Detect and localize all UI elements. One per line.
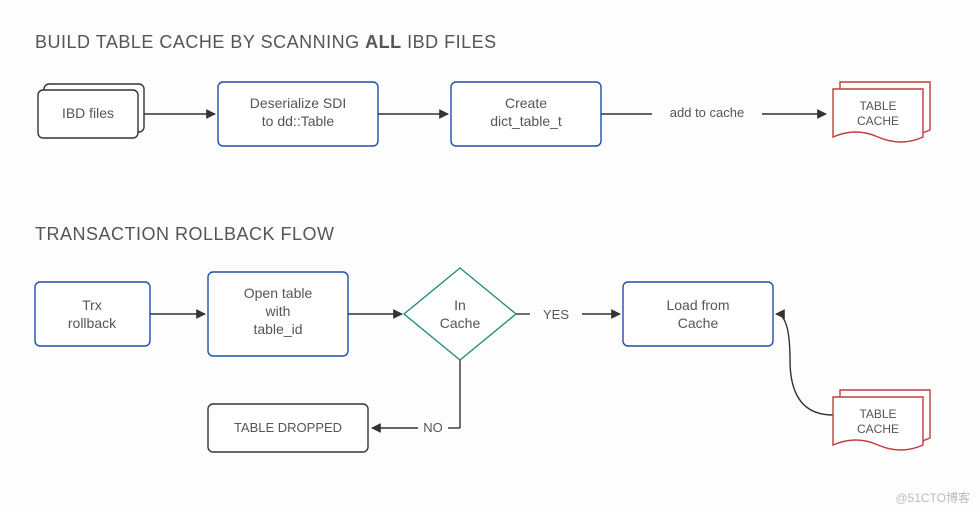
- table-cache-node-top: TABLE CACHE: [833, 82, 930, 142]
- table-dropped-node: TABLE DROPPED: [208, 404, 368, 452]
- trx-rollback-node: Trx rollback: [35, 282, 150, 346]
- create-dict-l1: Create: [505, 95, 547, 111]
- deserialize-node: Deserialize SDI to dd::Table: [218, 82, 378, 146]
- arrow-curve: [776, 314, 833, 415]
- no-label: NO: [423, 420, 443, 435]
- deserialize-l1: Deserialize SDI: [250, 95, 346, 111]
- ic-l2: Cache: [440, 315, 481, 331]
- deserialize-l2: to dd::Table: [262, 113, 335, 129]
- ibd-files-node: IBD files: [38, 84, 144, 138]
- no-path: NO: [372, 360, 460, 435]
- yes-label: YES: [543, 307, 569, 322]
- table-cache-node-bottom: TABLE CACHE: [833, 390, 930, 450]
- tc2-l1: TABLE: [859, 407, 896, 421]
- lfc-l1: Load from: [666, 297, 729, 313]
- trx-l1: Trx: [82, 297, 102, 313]
- table-dropped-label: TABLE DROPPED: [234, 420, 342, 435]
- table-cache-l1: TABLE: [859, 99, 896, 113]
- tc2-l2: CACHE: [857, 422, 899, 436]
- heading-1: BUILD TABLE CACHE BY SCANNING ALL IBD FI…: [35, 32, 497, 52]
- watermark: @51CTO博客: [895, 489, 970, 506]
- trx-l2: rollback: [68, 315, 117, 331]
- ibd-files-label: IBD files: [62, 105, 114, 121]
- flow-diagram: BUILD TABLE CACHE BY SCANNING ALL IBD FI…: [0, 0, 980, 510]
- in-cache-node: In Cache: [404, 268, 516, 360]
- ot-l2: with: [265, 303, 291, 319]
- yes-path: YES: [516, 307, 620, 322]
- table-cache-l2: CACHE: [857, 114, 899, 128]
- open-table-node: Open table with table_id: [208, 272, 348, 356]
- ot-l3: table_id: [253, 321, 302, 337]
- create-dict-l2: dict_table_t: [490, 113, 562, 129]
- lfc-l2: Cache: [678, 315, 719, 331]
- ot-l1: Open table: [244, 285, 313, 301]
- add-to-cache-label: add to cache: [670, 105, 744, 120]
- ic-l1: In: [454, 297, 466, 313]
- heading-2: TRANSACTION ROLLBACK FLOW: [35, 224, 335, 244]
- load-from-cache-node: Load from Cache: [623, 282, 773, 346]
- create-dict-node: Create dict_table_t: [451, 82, 601, 146]
